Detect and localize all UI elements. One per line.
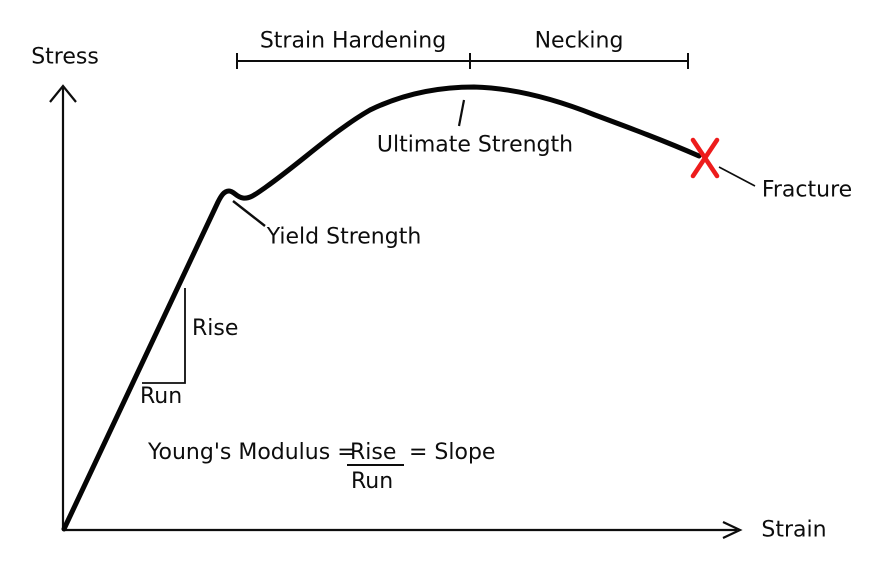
formula-lhs: Young's Modulus = <box>148 440 356 465</box>
y-axis-arrowhead-icon <box>49 84 77 103</box>
necking-label: Necking <box>534 28 624 54</box>
yield-strength-label: Yield Strength <box>266 224 422 250</box>
fracture-leader-line <box>718 166 756 187</box>
x-axis-label: Strain <box>761 517 827 543</box>
y-axis-label: Stress <box>31 44 99 70</box>
stress-strain-curve <box>61 84 702 532</box>
ultimate-strength-pointer-line <box>457 99 466 127</box>
formula-rhs: = Slope <box>409 440 496 465</box>
slope-triangle-lines <box>142 288 186 384</box>
rise-label: Rise <box>192 316 239 341</box>
x-axis-arrowhead-icon <box>722 521 743 539</box>
formula-denominator: Run <box>351 469 394 494</box>
yield-strength-leader-line <box>232 200 266 227</box>
region-bracket-line <box>236 53 689 69</box>
fracture-x-icon <box>690 137 720 179</box>
ultimate-strength-label: Ultimate Strength <box>376 132 574 158</box>
strain-hardening-label: Strain Hardening <box>259 28 447 54</box>
fracture-label: Fracture <box>761 177 853 203</box>
formula-numerator: Rise <box>350 440 397 465</box>
formula-fraction-bar <box>347 464 404 467</box>
run-label: Run <box>140 384 183 409</box>
